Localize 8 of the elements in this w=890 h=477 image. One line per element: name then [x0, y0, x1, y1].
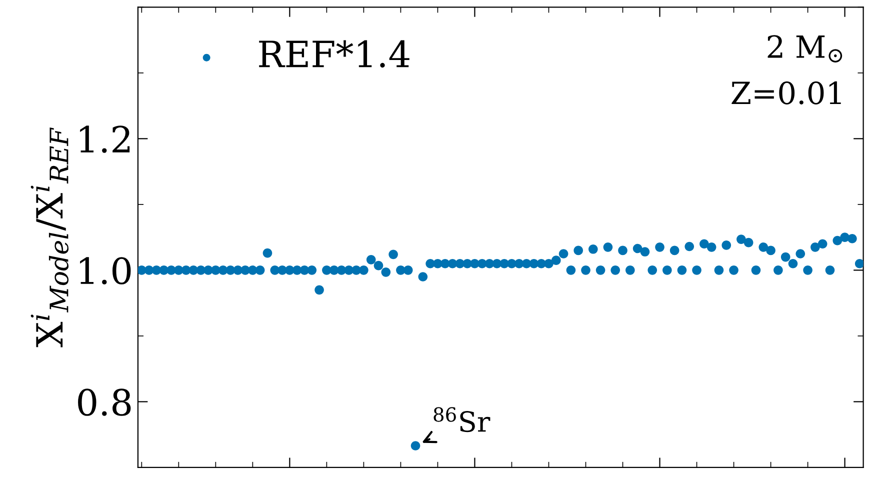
y-tick-label: 1.2	[80, 126, 130, 153]
legend-label: REF*1.4	[259, 40, 410, 68]
annotation: 2 M$_{⊙}$	[768, 35, 842, 63]
y-axis-title: X$^{i}$$_{Model}$/X$^{i}$$_{REF}$	[30, 127, 69, 348]
annotation: $^{86}$Sr	[434, 407, 490, 432]
annotation: Z=0.01	[732, 81, 841, 104]
y-tick-label: 1.0	[80, 257, 131, 284]
y-tick-label: 0.8	[78, 388, 131, 416]
